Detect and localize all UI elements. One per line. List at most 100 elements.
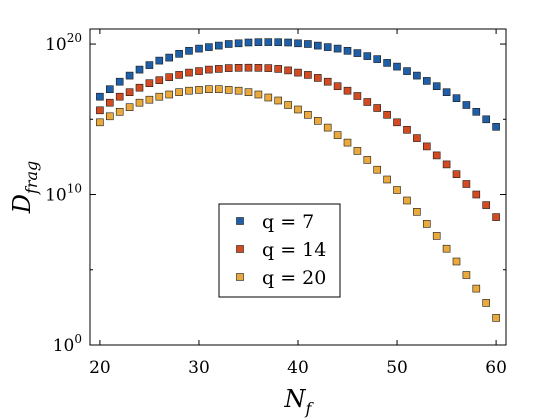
data-point-series-1 (145, 61, 154, 69)
data-point-series-3 (452, 257, 461, 266)
data-point-series-3 (135, 98, 144, 107)
data-point-series-3 (254, 90, 263, 99)
data-point-series-1 (353, 49, 362, 57)
data-point-series-3 (313, 117, 322, 125)
data-point-series-2 (304, 71, 312, 79)
data-point-series-2 (254, 64, 263, 72)
data-point-series-3 (333, 131, 342, 139)
data-point-series-2 (215, 65, 223, 73)
data-point-series-1 (115, 77, 124, 86)
data-point-series-3 (353, 147, 362, 155)
data-point-series-1 (452, 94, 461, 102)
data-point-series-2 (205, 65, 213, 74)
data-point-series-3 (115, 108, 124, 116)
legend-label-series-3: q = 20 (262, 267, 326, 289)
x-tick-label: 30 (188, 358, 210, 378)
data-point-series-2 (264, 64, 273, 72)
data-point-series-2 (333, 82, 342, 90)
data-point-series-2 (195, 67, 203, 75)
data-point-series-1 (413, 71, 421, 80)
x-tick-label: 60 (485, 358, 507, 378)
data-point-series-2 (165, 73, 173, 81)
data-point-series-3 (343, 138, 352, 147)
x-axis-title-sub: f (305, 399, 315, 418)
data-point-series-2 (383, 111, 391, 119)
data-point-series-3 (462, 271, 471, 279)
data-point-series-2 (492, 213, 500, 221)
y-axis-title: Dfrag (8, 161, 41, 215)
data-point-series-2 (482, 201, 491, 209)
data-point-series-1 (432, 82, 441, 90)
data-point-series-3 (234, 86, 243, 95)
data-point-series-2 (353, 92, 362, 100)
y-tick-label: 1010 (45, 182, 82, 206)
data-point-series-1 (185, 46, 193, 55)
data-point-series-1 (215, 41, 223, 50)
data-point-series-1 (135, 65, 144, 74)
x-tick-label: 20 (89, 358, 111, 378)
data-point-series-3 (165, 90, 173, 99)
data-point-series-1 (442, 88, 451, 96)
data-point-series-2 (363, 98, 372, 106)
data-point-series-2 (373, 104, 382, 112)
data-point-series-1 (294, 39, 302, 48)
legend-marker-series-2 (236, 245, 244, 253)
data-point-series-2 (413, 134, 421, 142)
data-point-series-2 (403, 126, 411, 134)
data-point-series-1 (313, 41, 322, 50)
y-axis-title-sub: frag (22, 161, 41, 195)
data-point-series-2 (175, 71, 183, 79)
data-point-series-2 (145, 79, 154, 87)
data-point-series-2 (274, 65, 283, 73)
data-point-series-2 (244, 63, 253, 72)
data-point-series-1 (492, 123, 500, 131)
data-point-series-3 (373, 165, 382, 174)
data-point-series-3 (472, 284, 481, 293)
data-point-series-1 (254, 38, 263, 47)
x-tick-label: 50 (386, 358, 408, 378)
data-point-series-1 (264, 38, 273, 46)
data-point-series-2 (323, 77, 332, 86)
legend-label-series-2: q = 14 (262, 239, 326, 261)
data-point-series-3 (205, 85, 213, 93)
y-axis-title-base: D (8, 194, 36, 214)
data-point-series-3 (244, 88, 253, 96)
x-tick-label: 40 (287, 358, 309, 378)
legend-label-series-1: q = 7 (262, 211, 314, 233)
data-point-series-3 (284, 101, 292, 109)
data-point-series-3 (264, 93, 273, 102)
data-point-series-2 (452, 170, 461, 178)
data-point-series-1 (323, 43, 332, 51)
data-point-series-1 (383, 59, 391, 67)
data-point-series-2 (115, 92, 124, 101)
data-point-series-1 (96, 92, 104, 101)
data-point-series-3 (125, 103, 134, 111)
data-point-series-2 (135, 83, 144, 92)
data-markers (96, 38, 500, 322)
data-point-series-2 (313, 74, 322, 82)
data-point-series-2 (125, 88, 134, 96)
data-point-series-1 (363, 52, 372, 60)
data-point-series-3 (175, 88, 183, 96)
data-point-series-3 (215, 85, 223, 93)
legend-marker-series-3 (236, 273, 244, 281)
data-point-series-1 (462, 101, 471, 109)
tick-labels: 20 30 40 50 60 100 1010 1020 (45, 31, 507, 378)
x-axis-title: Nf (284, 385, 315, 418)
data-point-series-1 (482, 115, 491, 124)
data-point-series-2 (96, 106, 104, 115)
data-point-series-1 (244, 38, 253, 47)
data-point-series-1 (106, 85, 114, 93)
data-point-series-2 (224, 64, 233, 72)
data-point-series-2 (284, 66, 292, 75)
data-point-series-1 (234, 39, 243, 48)
data-point-series-3 (155, 92, 164, 101)
data-point-series-3 (195, 86, 203, 94)
data-point-series-3 (363, 156, 372, 164)
data-point-series-1 (422, 77, 431, 85)
data-point-series-3 (106, 112, 114, 121)
data-point-series-3 (393, 186, 401, 194)
data-point-series-2 (294, 68, 302, 77)
data-point-series-2 (442, 160, 451, 169)
